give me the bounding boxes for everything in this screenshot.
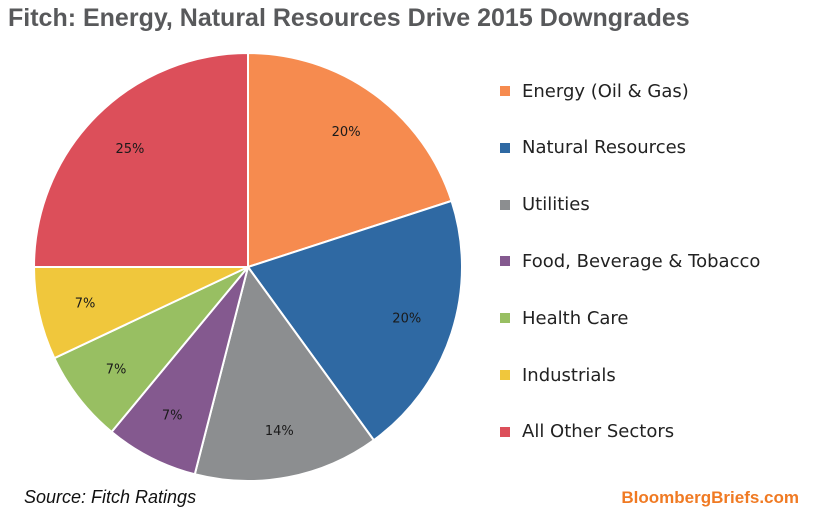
pie-slice-label-6: 25% — [116, 142, 145, 157]
legend-swatch — [500, 313, 510, 324]
legend-swatch — [500, 370, 510, 380]
legend-swatch — [500, 426, 510, 437]
pie-slice-label-0: 20% — [332, 125, 361, 140]
legend-label: Utilities — [522, 194, 590, 216]
pie-slice-2 — [193, 264, 376, 482]
legend-label: Natural Resources — [522, 137, 687, 159]
pie-slice-0 — [247, 51, 453, 269]
chart-title: Fitch: Energy, Natural Resources Drive 2… — [8, 4, 690, 32]
pie-slice-label-2: 14% — [265, 424, 294, 439]
legend-item-0: Energy (Oil & Gas) — [500, 78, 689, 104]
legend-swatch — [500, 142, 510, 153]
legend-label: Energy (Oil & Gas) — [522, 80, 689, 102]
pie-slice-label-1: 20% — [392, 312, 421, 327]
pie-slice-1 — [246, 199, 463, 442]
legend-label: Health Care — [522, 307, 629, 329]
pie-slice-label-3: 7% — [162, 409, 183, 424]
legend-label: Industrials — [522, 364, 616, 386]
legend-item-3: Food, Beverage & Tobacco — [500, 248, 760, 274]
legend-swatch — [500, 86, 510, 96]
pie-slice-6 — [32, 51, 249, 268]
legend-label: All Other Sectors — [522, 421, 675, 443]
legend-item-5: Industrials — [500, 362, 616, 388]
pie-slice-label-4: 7% — [106, 362, 127, 377]
legend-swatch — [500, 256, 510, 267]
legend-item-4: Health Care — [500, 305, 629, 331]
source-note: Source: Fitch Ratings — [24, 487, 197, 507]
legend-item-2: Utilities — [500, 192, 590, 218]
pie-slice-label-5: 7% — [75, 296, 96, 311]
legend-item-6: All Other Sectors — [500, 419, 674, 445]
legend-swatch — [500, 199, 510, 210]
brand-logo-text: BloombergBriefs.com — [621, 488, 799, 507]
legend-item-1: Natural Resources — [500, 135, 686, 161]
legend-label: Food, Beverage & Tobacco — [522, 250, 761, 272]
